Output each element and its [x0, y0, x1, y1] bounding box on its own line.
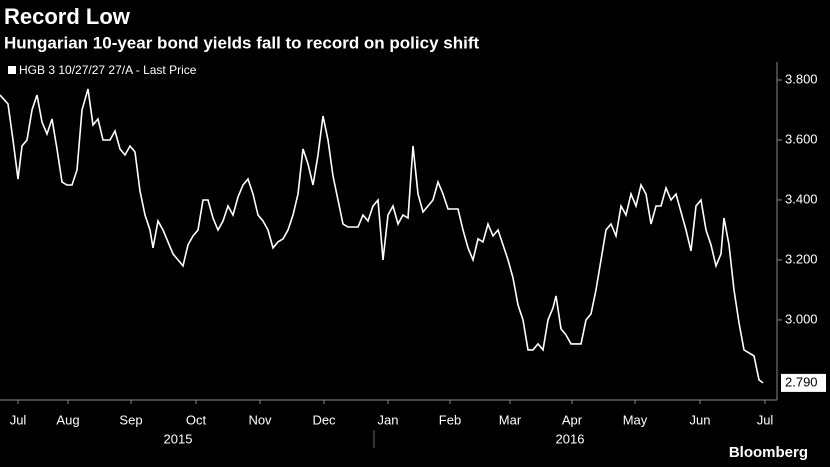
- x-tick-label: Feb: [439, 412, 461, 427]
- y-tick-label: 3.800: [785, 71, 818, 86]
- x-tick-label: May: [623, 412, 648, 427]
- y-tick-label: 3.400: [785, 191, 818, 206]
- legend-label: HGB 3 10/27/27 27/A - Last Price: [19, 63, 197, 77]
- x-tick-label: Jan: [378, 412, 399, 427]
- source: Bloomberg: [729, 444, 808, 461]
- x-tick-label: Jun: [690, 412, 711, 427]
- x-tick-label: Aug: [56, 412, 79, 427]
- x-tick-label: Sep: [119, 412, 142, 427]
- last-value-box: [781, 373, 826, 392]
- x-tick-label: Oct: [186, 412, 207, 427]
- legend-swatch: [8, 66, 16, 74]
- x-tick-label: Jul: [757, 412, 774, 427]
- year-label: 2015: [164, 431, 193, 446]
- y-tick-label: 3.000: [785, 311, 818, 326]
- y-tick-label: 3.200: [785, 251, 818, 266]
- x-tick-label: Apr: [562, 412, 583, 427]
- x-tick-label: Jul: [10, 412, 27, 427]
- last-value-label: 2.790: [785, 374, 818, 389]
- x-tick-label: Nov: [248, 412, 272, 427]
- chart-title: Record Low: [4, 4, 131, 29]
- x-tick-label: Mar: [499, 412, 522, 427]
- price-line: [0, 88, 764, 384]
- y-tick-label: 3.600: [785, 131, 818, 146]
- x-tick-label: Dec: [312, 412, 336, 427]
- chart-subtitle: Hungarian 10-year bond yields fall to re…: [4, 33, 479, 52]
- year-label: 2016: [556, 431, 585, 446]
